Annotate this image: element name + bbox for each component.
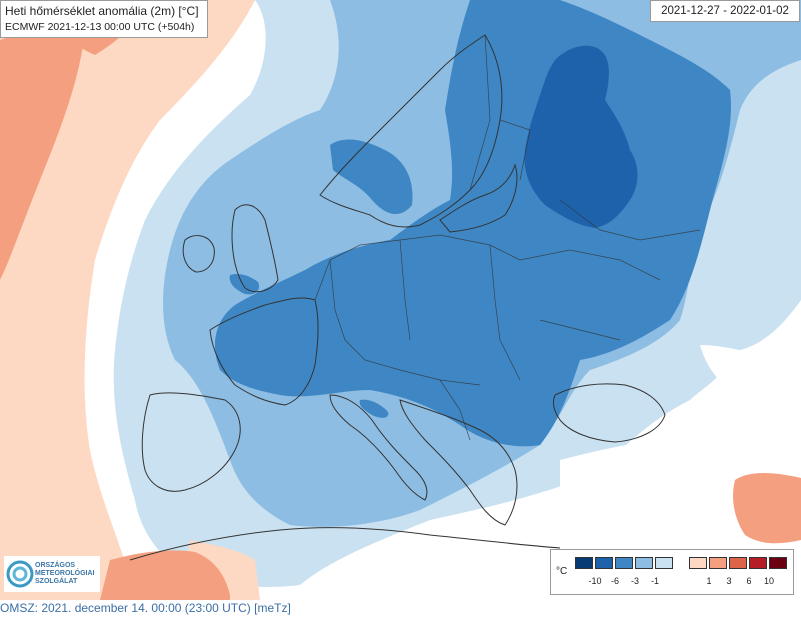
footer-credit: OMSZ: 2021. december 14. 00:00 (23:00 UT… <box>0 601 291 615</box>
legend-warm-tick-label: 1 <box>706 576 712 586</box>
warm-anomaly-atlantic <box>0 25 85 280</box>
valid-period-box: 2021-12-27 - 2022-01-02 <box>650 0 800 22</box>
legend-warm-swatch <box>769 557 787 569</box>
coastline-italy <box>329 394 428 501</box>
omsz-logo: ORSZÁGOS METEOROLÓGIAI SZOLGÁLAT <box>4 556 100 592</box>
neutral-area-turkey <box>560 440 801 560</box>
legend-warm-swatch <box>689 557 707 569</box>
warm-anomaly-africa <box>100 550 230 600</box>
coastline-france <box>209 297 319 406</box>
warm-anomaly-southeast <box>733 473 801 544</box>
coastline-baltic <box>439 163 518 233</box>
legend-warm-tick-label: 10 <box>763 576 774 586</box>
coastline-ireland <box>182 235 215 273</box>
logo-line-2: METEOROLÓGIAI <box>35 570 95 577</box>
coastline-black-sea <box>552 383 666 443</box>
legend-cold-tick-label: -6 <box>610 576 619 586</box>
coastline-africa <box>129 527 561 561</box>
logo-line-1: ORSZÁGOS <box>35 562 76 569</box>
neutral-area-caspian <box>700 345 801 420</box>
legend-warm-swatch <box>709 557 727 569</box>
cold-anomaly-mid-scandinavia <box>330 139 413 215</box>
coastline-iberia <box>141 392 241 492</box>
cold-anomaly-mid-adriatic <box>359 399 389 418</box>
warm-anomaly-atlantic-light <box>0 0 255 600</box>
model-run-label: ECMWF 2021-12-13 00:00 UTC (+504h) <box>5 21 195 33</box>
legend-cold-tick-label: -1 <box>650 576 659 586</box>
legend-warm-swatch <box>749 557 767 569</box>
legend-warm-tick-label: 6 <box>746 576 752 586</box>
legend-cold-tick-label: -10 <box>588 576 602 586</box>
legend-cold-swatch <box>575 557 593 569</box>
country-borders <box>314 34 701 441</box>
map-title: Heti hőmérséklet anomália (2m) [°C] <box>5 4 199 18</box>
valid-period-label: 2021-12-27 - 2022-01-02 <box>661 5 789 17</box>
logo-line-3: SZOLGÁLAT <box>35 578 78 585</box>
legend-warm-swatch <box>729 557 747 569</box>
color-legend: °C -10 -6 -3 -1 1 3 6 10 <box>550 549 794 595</box>
legend-cold-swatch <box>655 557 673 569</box>
coastlines <box>129 34 666 561</box>
cold-anomaly-dark <box>524 45 638 229</box>
coastline-uk <box>231 204 279 293</box>
legend-unit: °C <box>556 566 568 577</box>
anomaly-map <box>0 0 801 600</box>
legend-cold-swatch <box>635 557 653 569</box>
cold-anomaly-mid-uk <box>229 273 260 295</box>
legend-cold-swatch <box>595 557 613 569</box>
legend-cold-tick-label: -3 <box>630 576 639 586</box>
legend-cold-swatch <box>615 557 633 569</box>
legend-warm-tick-label: 3 <box>726 576 732 586</box>
globe-logo-icon <box>6 560 34 588</box>
map-title-box: Heti hőmérséklet anomália (2m) [°C] ECMW… <box>0 0 208 38</box>
coastline-balkans <box>399 399 518 526</box>
coastline-scandinavia <box>319 34 503 228</box>
